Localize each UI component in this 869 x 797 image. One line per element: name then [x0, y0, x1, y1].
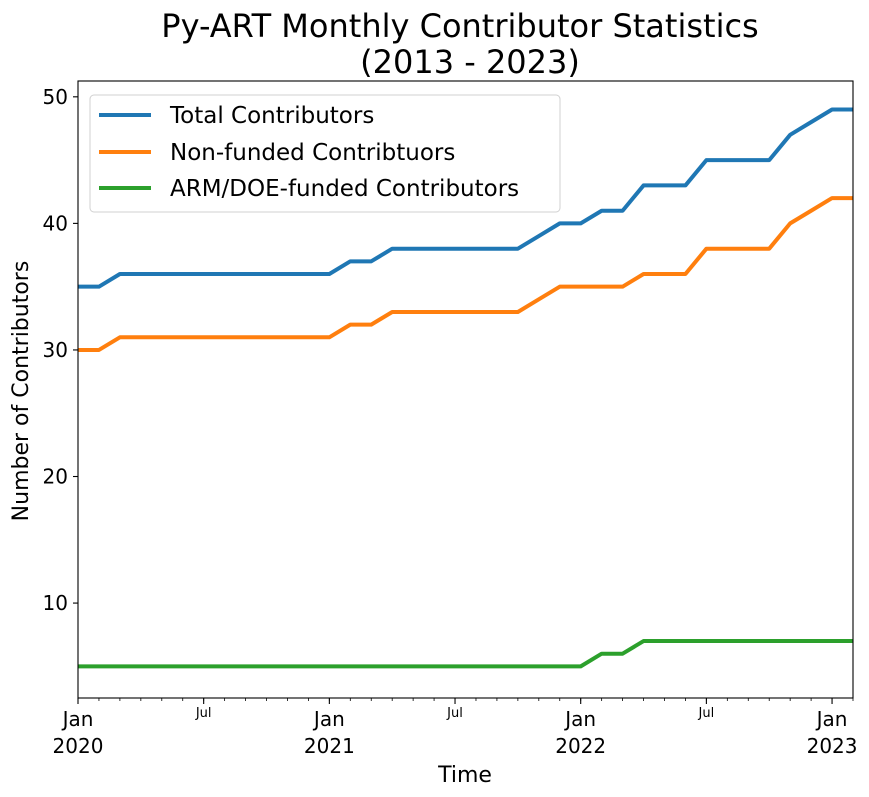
- x-tick-label-year: 2022: [555, 734, 606, 758]
- legend-label-total: Total Contributors: [169, 103, 374, 129]
- y-tick-label: 30: [43, 338, 68, 362]
- x-tick-label-minor: Jul: [698, 706, 715, 721]
- y-tick-label: 50: [43, 85, 68, 109]
- x-axis-label: Time: [437, 763, 492, 788]
- x-tick-label-year: 2020: [53, 734, 104, 758]
- legend: Total Contributors Non-funded Contribtuo…: [89, 94, 561, 213]
- x-tick-label-month: Jan: [815, 707, 848, 731]
- y-tick-label: 10: [43, 591, 68, 615]
- x-tick-label-month: Jan: [563, 707, 596, 731]
- x-tick-label-year: 2021: [304, 734, 355, 758]
- chart-title-line1: Py-ART Monthly Contributor Statistics: [161, 7, 758, 45]
- x-axis: Jan 2020 Jul Jan 2021 Jul Jan 2022 Jul Jan 2023: [53, 698, 858, 758]
- x-tick-label-minor: Jul: [195, 706, 212, 721]
- series-line-1: [78, 196, 853, 352]
- x-tick-label-month: Jan: [61, 707, 94, 731]
- y-tick-label: 40: [43, 211, 68, 235]
- x-tick-label-year: 2023: [807, 734, 858, 758]
- series-line-2: [78, 639, 853, 669]
- legend-label-armdoe: ARM/DOE-funded Contributors: [170, 176, 519, 202]
- y-tick-label: 20: [43, 465, 68, 489]
- y-axis: 10 20 30 40 50: [43, 85, 78, 615]
- x-tick-label-month: Jan: [312, 707, 345, 731]
- legend-box: [89, 94, 561, 213]
- series-line-0: [78, 107, 853, 289]
- chart-title-line2: (2013 - 2023): [360, 43, 580, 81]
- x-tick-label-minor: Jul: [446, 706, 463, 721]
- y-axis-label: Number of Contributors: [9, 261, 34, 522]
- series-lines: [78, 107, 853, 669]
- plot-area: [77, 80, 854, 699]
- legend-label-nonfunded: Non-funded Contribtuors: [170, 140, 455, 166]
